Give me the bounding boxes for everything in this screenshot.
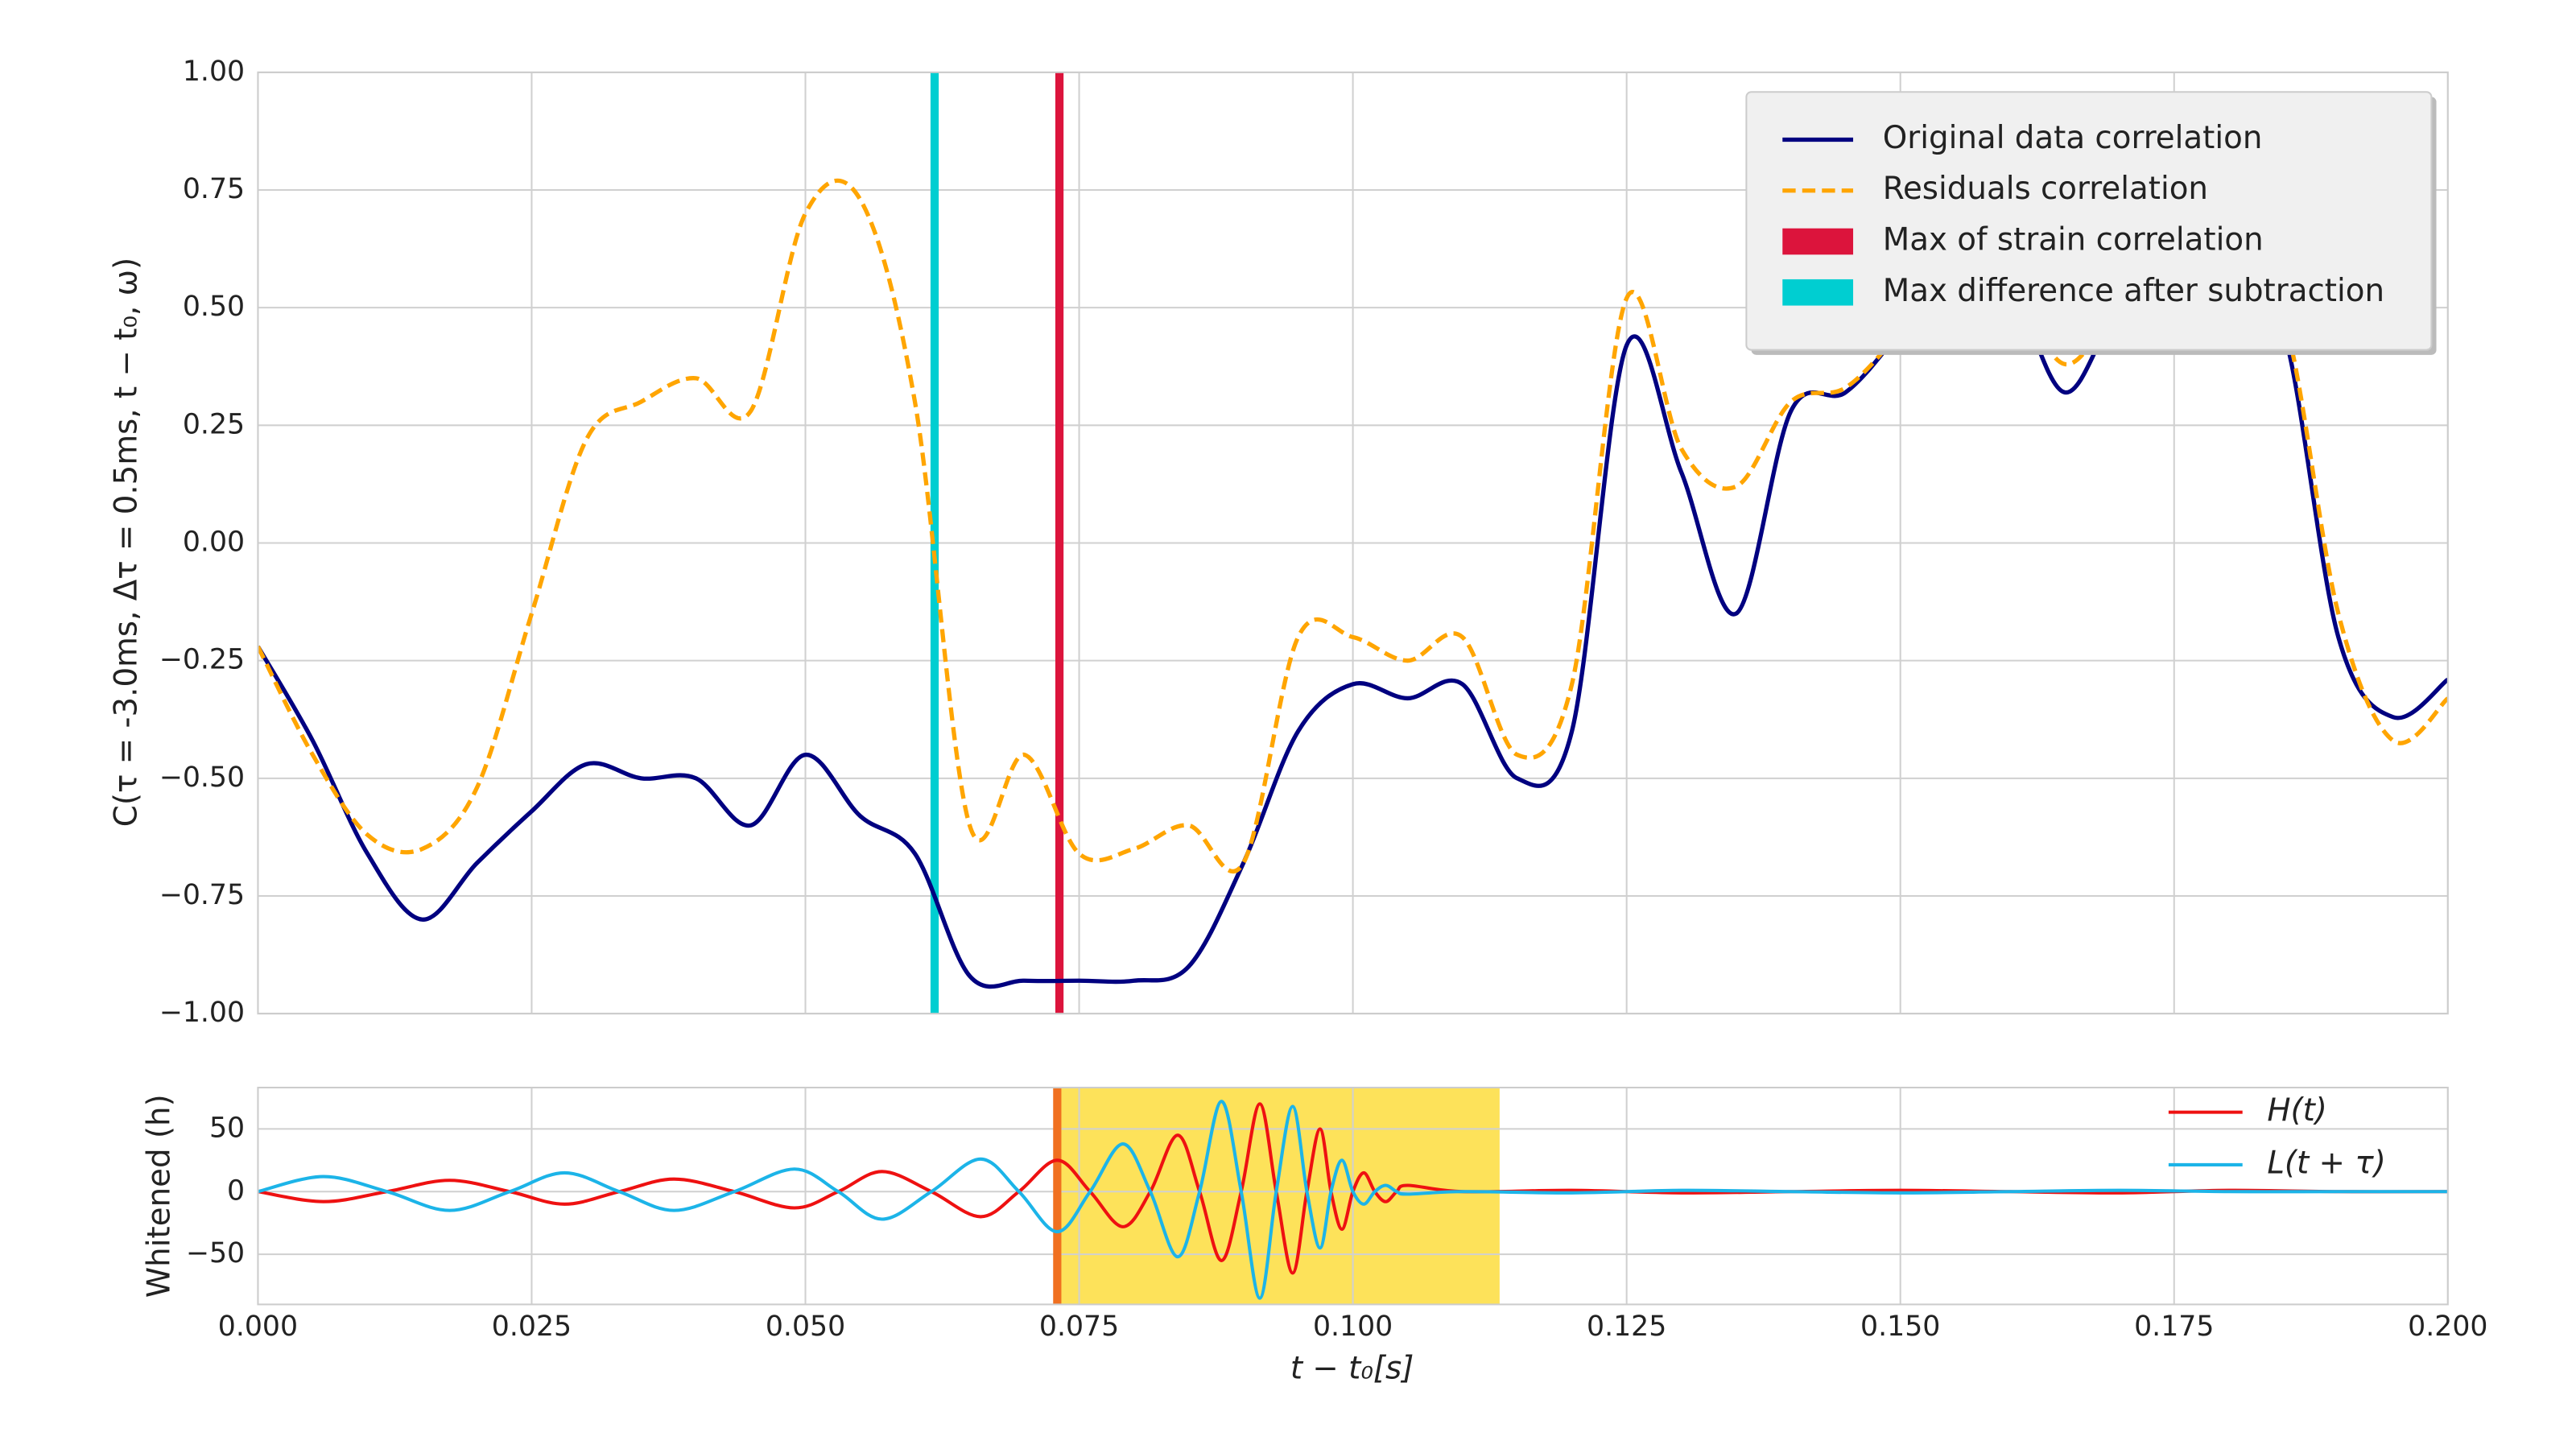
- plot-area: [258, 72, 2448, 1014]
- x-tick-label: 0.075: [1039, 1311, 1119, 1343]
- legend-label: Max of strain correlation: [1883, 222, 2264, 258]
- legend-label: Residuals correlation: [1883, 171, 2208, 207]
- data-line: [258, 178, 2448, 873]
- y-tick-label: −50: [186, 1237, 245, 1269]
- legend-label: H(t): [2267, 1092, 2327, 1129]
- axes-frame: [257, 71, 2449, 1015]
- x-tick-label: 0.000: [218, 1311, 298, 1343]
- y-tick-label: 0.25: [183, 408, 245, 440]
- data-line: [258, 1100, 2448, 1300]
- x-tick-label: 0.025: [492, 1311, 572, 1343]
- legend-swatch: [1782, 279, 1854, 306]
- legend-swatch: [1782, 228, 1854, 255]
- x-tick-label: 0.100: [1313, 1311, 1393, 1343]
- highlight-span: [1059, 1088, 1500, 1305]
- x-tick-label: 0.150: [1860, 1311, 1940, 1343]
- y-tick-label: 0.75: [183, 173, 245, 205]
- data-line: [258, 255, 2448, 989]
- y-tick-label: 0.00: [183, 526, 245, 558]
- y-tick-label: 1.00: [183, 56, 245, 88]
- y-tick-label: 50: [209, 1112, 245, 1144]
- y-tick-label: −1.00: [159, 997, 245, 1029]
- x-tick-label: 0.050: [766, 1311, 845, 1343]
- x-axis-label: t − t₀[s]: [1290, 1351, 1414, 1387]
- y-tick-label: −0.75: [159, 879, 245, 911]
- axes-frame: [257, 1087, 2449, 1306]
- plot-area: [258, 1088, 2448, 1305]
- legend-label: L(t + τ): [2267, 1145, 2386, 1181]
- y-tick-label: −0.50: [159, 762, 245, 794]
- legend-label: Original data correlation: [1883, 120, 2263, 156]
- x-tick-label: 0.125: [1587, 1311, 1666, 1343]
- legend-box: [1745, 91, 2433, 351]
- legend-label: Max difference after subtraction: [1883, 273, 2384, 309]
- x-tick-label: 0.175: [2134, 1311, 2214, 1343]
- y-axis-label: C(τ = -3.0ms, Δτ = 0.5ms, t − t₀, ω): [109, 258, 145, 827]
- y-tick-label: 0: [227, 1174, 245, 1207]
- y-tick-label: 0.50: [183, 291, 245, 323]
- x-tick-label: 0.200: [2408, 1311, 2487, 1343]
- y-tick-label: −0.25: [159, 644, 245, 676]
- y-axis-label: Whitened (h): [142, 1094, 178, 1298]
